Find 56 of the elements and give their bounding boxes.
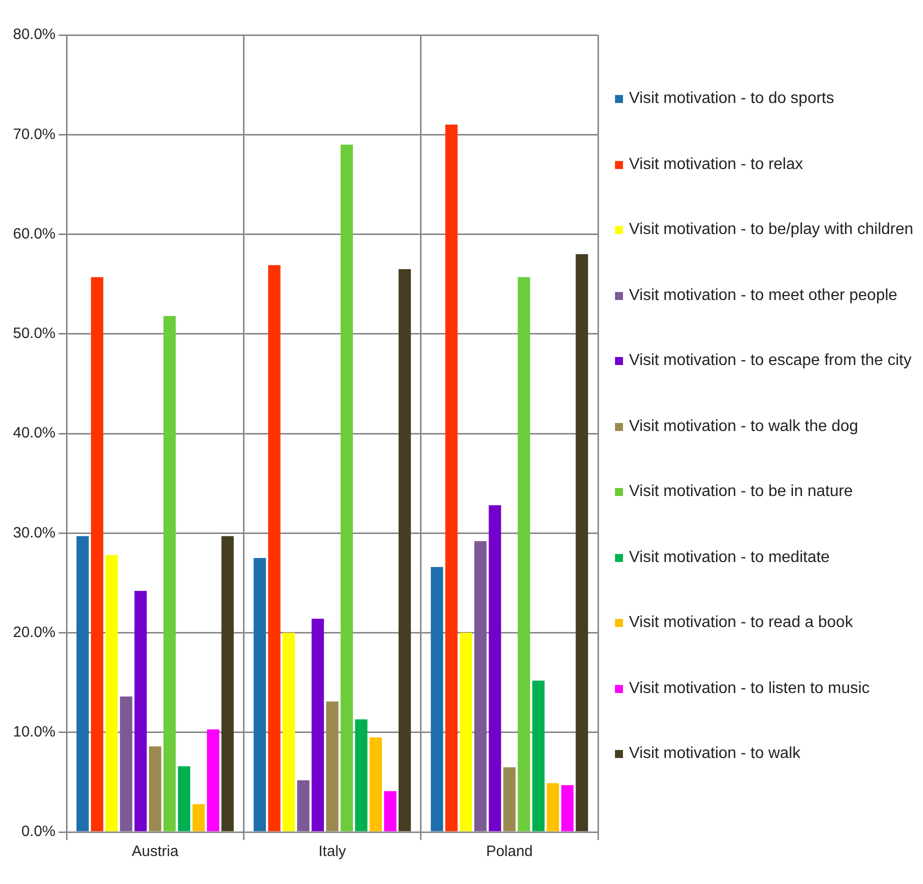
legend-label: Visit motivation - to walk the dog [629,418,858,436]
bar [430,566,444,832]
bar [546,783,560,832]
legend-label: Visit motivation - to listen to music [629,680,870,698]
bar [576,254,588,832]
y-tick-label: 70.0% [12,126,56,143]
bar [398,269,411,832]
bar [282,632,295,832]
y-tick-label: 10.0% [12,724,56,741]
legend-label: Visit motivation - to be in nature [629,483,853,501]
legend-label: Visit motivation - to do sports [629,90,834,108]
legend-label: Visit motivation - to walk [629,745,800,763]
bar [268,265,280,832]
bar [488,505,502,832]
legend-label: Visit motivation - to read a book [629,614,853,632]
y-tick-label: 50.0% [12,325,56,342]
bar [312,618,324,832]
legend-label: Visit motivation - to escape from the city [629,352,912,370]
bar [297,780,310,832]
bar [532,680,545,832]
bar [460,632,472,832]
bar [561,785,574,832]
bar [178,766,190,832]
bar [134,590,147,832]
bar [518,277,530,832]
y-tick-label: 60.0% [12,225,56,242]
x-tick-label: Italy [318,843,347,860]
bar [326,701,338,832]
bar [148,746,162,832]
bar [445,124,458,832]
legend-label: Visit motivation - to be/play with children [629,221,914,239]
bar [474,541,487,832]
bar [90,277,104,832]
x-tick-label: Austria [132,843,180,860]
bar [355,719,368,832]
legend-label: Visit motivation - to relax [629,156,803,174]
y-tick-label: 80.0% [12,26,56,44]
bar [192,804,205,832]
y-tick-label: 0.0% [21,823,56,840]
bar [254,558,266,832]
bar [76,536,89,832]
bar [105,555,118,832]
y-tick-label: 40.0% [12,424,56,442]
bar [206,729,220,832]
y-tick-label: 20.0% [12,624,56,641]
bar [163,316,176,832]
bar [384,791,396,832]
bar [221,536,234,832]
bar [120,696,132,832]
x-tick-label: Poland [486,843,533,860]
bar [370,737,382,832]
bar [340,144,353,832]
legend-label: Visit motivation - to meet other people [629,286,898,304]
legend-label: Visit motivation - to meditate [629,548,830,566]
bar [503,767,516,832]
y-tick-label: 30.0% [12,524,56,542]
